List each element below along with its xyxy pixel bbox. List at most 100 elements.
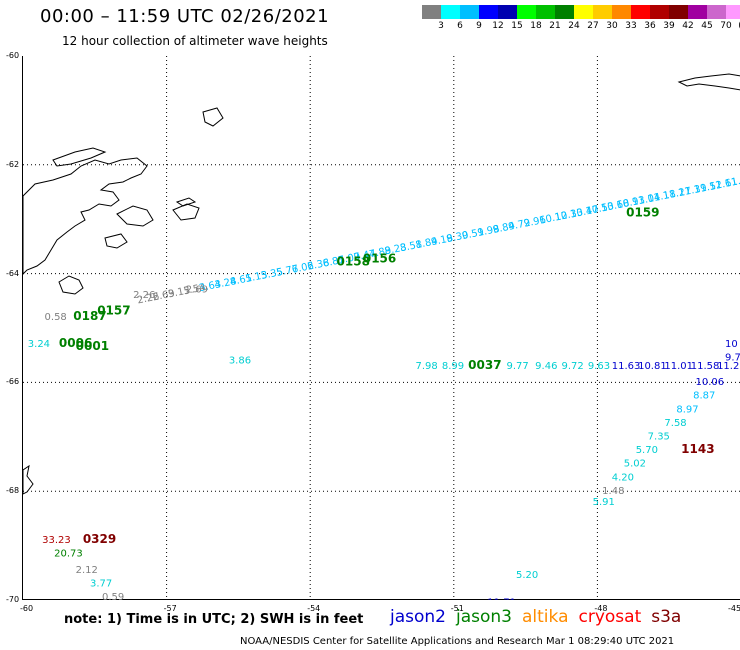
observation-time: 0006 (59, 336, 92, 350)
wave-height-value: 9.77 (506, 361, 528, 372)
legend-label: 3 (438, 21, 444, 31)
track-wave-height: 9.98 (477, 224, 501, 239)
satellite-cryosat: cryosat (578, 607, 642, 627)
track-wave-height: 11.27 (662, 186, 692, 202)
color-scale-legend (422, 5, 740, 19)
wave-height-value: 11.21 (717, 361, 740, 372)
latitude-label: -66 (6, 377, 20, 387)
track-wave-height: 10.47 (569, 204, 599, 220)
track-wave-height: 3.54 (183, 282, 207, 297)
track-wave-height: 4.28 (214, 276, 238, 291)
legend-label: 12 (492, 21, 504, 31)
legend-label: 21 (549, 21, 561, 31)
legend-label: 39 (663, 21, 675, 31)
map-title: 00:00 – 11:59 UTC 02/26/2021 (40, 6, 330, 27)
track-wave-height: 8.51 (399, 239, 423, 254)
coastline (23, 73, 740, 495)
wave-height-value: 5.20 (516, 570, 538, 581)
wave-height-value: 11.63 (612, 361, 641, 372)
legend-swatch (688, 5, 707, 19)
longitude-label: -48 (594, 604, 608, 613)
wave-height-value: 8.99 (442, 361, 464, 372)
legend-swatch (593, 5, 612, 19)
track-wave-height: 10.68 (600, 198, 630, 214)
track-wave-height: 2.69 (152, 288, 176, 303)
observation-time: 0158 (337, 254, 370, 268)
track-wave-height: 11.04 (631, 192, 661, 208)
observation-time: 1143 (681, 442, 714, 456)
observation-time: 0037 (468, 358, 501, 372)
wave-height-value: 10.81 (638, 361, 667, 372)
wave-height-value: 9.63 (588, 361, 610, 372)
wave-height-value: 10 (725, 339, 738, 350)
wave-height-value: 9.46 (535, 361, 557, 372)
island-coast (104, 233, 128, 249)
map-canvas: 2.262.693.153.543.634.284.615.135.355.77… (23, 56, 740, 600)
track-wave-height: 9.18 (430, 233, 454, 248)
track-wave-height: 11.18 (647, 189, 677, 205)
legend-swatch (631, 5, 650, 19)
wave-height-value: 5.70 (636, 445, 658, 456)
track-wave-height: 8.23 (384, 242, 408, 257)
latitude-label: -64 (6, 268, 20, 278)
graticule-grid (23, 56, 740, 600)
legend-label: 6 (457, 21, 463, 31)
south-orkney-coast (677, 73, 740, 91)
legend-label: 9 (476, 21, 482, 31)
wave-height-value: 9.7 (725, 353, 740, 364)
island-coast (116, 205, 154, 227)
legend-swatch (460, 5, 479, 19)
track-wave-height: 7.09 (337, 251, 361, 266)
wave-height-value: 7.35 (648, 432, 670, 443)
island-coast (172, 203, 200, 221)
wave-height-value: 2.26 (133, 290, 155, 301)
observation-time: 0187 (73, 309, 106, 323)
track-wave-height: 5.13 (245, 270, 269, 285)
track-wave-height: 5.35 (260, 267, 284, 282)
track-wave-height: 11.52 (693, 180, 723, 196)
track-wave-height: 11.61 (709, 177, 739, 193)
track-wave-height: 2.26 (136, 291, 160, 306)
latitude-label: -70 (6, 595, 20, 604)
wave-height-value: 33.23 (42, 535, 71, 546)
wave-height-value: 3.77 (90, 578, 112, 589)
footer-note: note: 1) Time is in UTC; 2) SWH is in fe… (64, 612, 364, 627)
map-area: 2.26 2.69 3.15 3.54 3.63 4.28 4.61 5.13 5.35 5.77… (22, 56, 740, 600)
legend-swatch (479, 5, 498, 19)
track-wave-height: 6.38 (306, 258, 330, 273)
legend-swatch (707, 5, 726, 19)
legend-label: 15 (511, 21, 523, 31)
island-coast (202, 107, 224, 127)
track-wave-height: 10.33 (554, 207, 584, 223)
legend-swatch (498, 5, 517, 19)
island-coast (175, 197, 197, 207)
wave-height-value: 20.73 (54, 548, 83, 559)
altimeter-track: 2.262.693.153.543.634.284.615.135.355.77… (136, 170, 740, 306)
legend-swatch (726, 5, 740, 19)
wave-height-value: 1.48 (602, 486, 624, 497)
legend-swatch (441, 5, 460, 19)
wave-height-value: 11.01 (664, 361, 693, 372)
legend-label: 36 (644, 21, 656, 31)
wave-height-value: 0.59 (102, 592, 124, 600)
track-wave-height: 6.85 (322, 255, 346, 270)
legend-label: 45 (701, 21, 713, 31)
legend-swatch (650, 5, 669, 19)
legend-swatch (536, 5, 555, 19)
observation-time: 0157 (97, 303, 130, 317)
wave-height-value: 2.12 (76, 565, 98, 576)
satellite-jason2: jason2 (390, 607, 446, 627)
track-wave-height: 8.84 (415, 236, 439, 251)
wave-height-value: 8.87 (693, 391, 715, 402)
track-wave-height: 9.30 (446, 230, 470, 245)
wave-height-value: 10.06 (696, 377, 725, 388)
legend-swatch (669, 5, 688, 19)
track-wave-height: 3.63 (198, 279, 222, 294)
track-wave-height: 9.51 (461, 227, 485, 242)
legend-label: 33 (625, 21, 637, 31)
track-wave-height: 11.80 (724, 173, 740, 189)
legend-label: 18 (530, 21, 542, 31)
longitude-label: -60 (20, 604, 34, 613)
longitude-label: -45 (728, 604, 740, 613)
